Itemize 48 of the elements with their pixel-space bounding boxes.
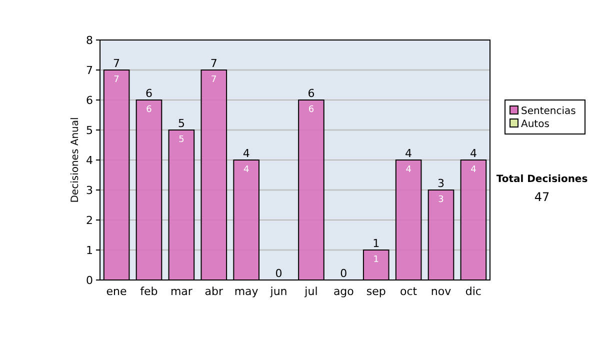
y-tick-label: 2 [86,214,93,227]
data-label: 7 [114,75,120,85]
y-axis-title: Decisiones Anual [70,117,81,203]
y-tick-label: 8 [86,34,93,47]
y-tick-label: 7 [86,64,93,77]
x-tick-label: sep [366,285,386,298]
y-tick-label: 3 [86,184,93,197]
data-label: 6 [146,105,152,115]
data-label: 4 [406,165,412,175]
data-label: 1 [373,255,379,265]
total-label: 3 [438,177,445,190]
legend-label: Sentencias [521,106,576,117]
data-label: 3 [438,195,444,205]
total-label: 4 [470,147,477,160]
text: Total Decisiones [496,174,588,185]
total-label: 0 [275,267,282,280]
y-tick-label: 4 [86,154,93,167]
text: 47 [534,190,550,204]
total-label: 4 [242,147,250,160]
x-tick-label: may [234,285,259,298]
total-label: 7 [210,57,218,70]
x-tick-label: nov [430,285,452,298]
data-label: 6 [308,105,314,115]
y-tick-label: 1 [86,244,93,257]
x-tick-label: dic [465,285,482,298]
data-label: 4 [470,165,477,175]
total-label: 6 [145,87,152,100]
y-tick-label: 0 [86,274,93,287]
x-tick-label: mar [170,285,193,298]
total-label: 0 [340,267,348,280]
total-label: 4 [405,147,412,160]
data-label: 5 [178,135,184,145]
y-tick-label: 6 [86,94,93,107]
data-label: 4 [243,165,250,175]
total-label: 1 [372,237,380,250]
total-label: 5 [178,117,185,130]
total-label: 6 [308,87,315,100]
x-tick-label: feb [140,285,158,298]
total-label: 7 [113,57,120,70]
x-tick-label: abr [204,285,224,298]
y-tick-label: 5 [86,124,93,137]
legend-label: Autos [521,119,550,130]
data-label: 7 [211,75,217,85]
x-tick-label: ago [333,285,354,298]
x-tick-label: jul [304,285,318,298]
x-tick-label: ene [106,285,128,298]
x-tick-label: oct [400,285,418,298]
x-tick-label: jun [269,285,288,298]
